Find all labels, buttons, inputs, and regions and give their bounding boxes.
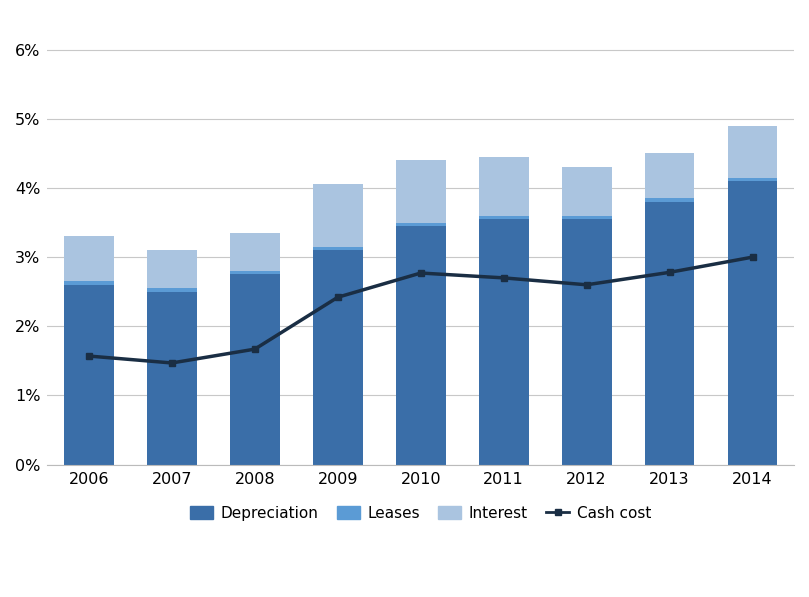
Bar <box>727 126 777 177</box>
Bar <box>396 160 446 223</box>
Bar <box>645 153 694 198</box>
Bar <box>479 216 528 219</box>
Bar <box>727 181 777 464</box>
Bar <box>396 226 446 464</box>
Bar <box>313 250 362 464</box>
Bar <box>396 223 446 226</box>
Bar <box>561 167 612 216</box>
Bar <box>147 292 197 464</box>
Bar <box>645 198 694 202</box>
Bar <box>230 275 280 464</box>
Bar <box>479 219 528 464</box>
Bar <box>727 177 777 181</box>
Bar <box>147 250 197 288</box>
Bar <box>645 202 694 464</box>
Bar <box>479 157 528 216</box>
Legend: Depreciation, Leases, Interest, Cash cost: Depreciation, Leases, Interest, Cash cos… <box>184 500 658 527</box>
Bar <box>313 184 362 247</box>
Bar <box>64 285 114 464</box>
Bar <box>64 281 114 285</box>
Bar <box>230 233 280 271</box>
Bar <box>230 271 280 275</box>
Bar <box>561 216 612 219</box>
Bar <box>561 219 612 464</box>
Bar <box>147 288 197 292</box>
Bar <box>313 247 362 250</box>
Bar <box>64 236 114 281</box>
